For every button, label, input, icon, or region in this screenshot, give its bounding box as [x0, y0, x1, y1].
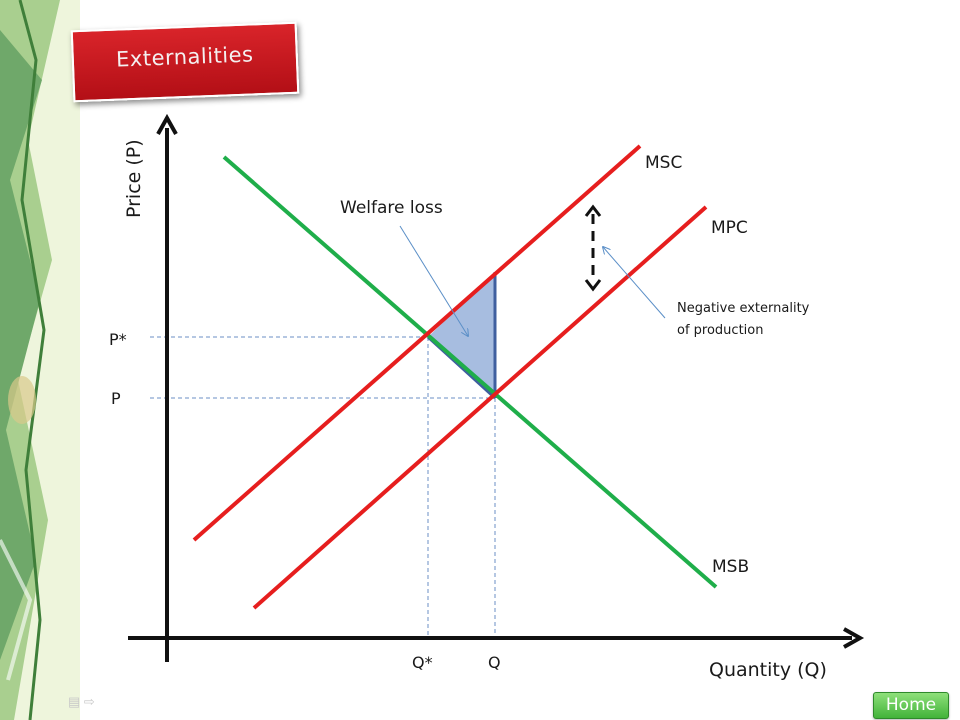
q-label: Q: [488, 653, 501, 672]
slide-nav-icons[interactable]: ▤ ⇨: [68, 694, 95, 710]
externality-pointer: [603, 247, 666, 319]
externality-label-line1: Negative externality: [677, 301, 810, 316]
q-star-label: Q*: [412, 653, 433, 672]
msc-curve: [192, 144, 642, 542]
slide-list-icon[interactable]: ▤: [68, 694, 81, 709]
externality-label-line2: of production: [677, 323, 763, 338]
externality-arrow-down-head: [584, 279, 602, 292]
welfare-loss-label: Welfare loss: [340, 198, 443, 218]
p-label: P: [111, 389, 121, 408]
home-button[interactable]: Home: [873, 692, 949, 719]
slide-next-icon[interactable]: ⇨: [83, 694, 95, 709]
msc-label: MSC: [645, 153, 682, 173]
msb-curve: [222, 155, 718, 589]
y-axis-label: Price (P): [123, 139, 145, 218]
decorative-sidebar: [0, 0, 80, 720]
x-axis-arrowhead: [843, 627, 865, 649]
externality-arrow-up-head: [584, 204, 602, 217]
p-star-label: P*: [109, 330, 127, 349]
x-axis-label: Quantity (Q): [709, 659, 827, 681]
mpc-label: MPC: [711, 218, 748, 238]
welfare-loss-area: [428, 272, 495, 398]
msb-label: MSB: [712, 557, 749, 577]
y-axis-arrowhead: [156, 113, 178, 135]
mpc-curve: [252, 205, 708, 610]
welfare-loss-pointer: [399, 225, 468, 336]
